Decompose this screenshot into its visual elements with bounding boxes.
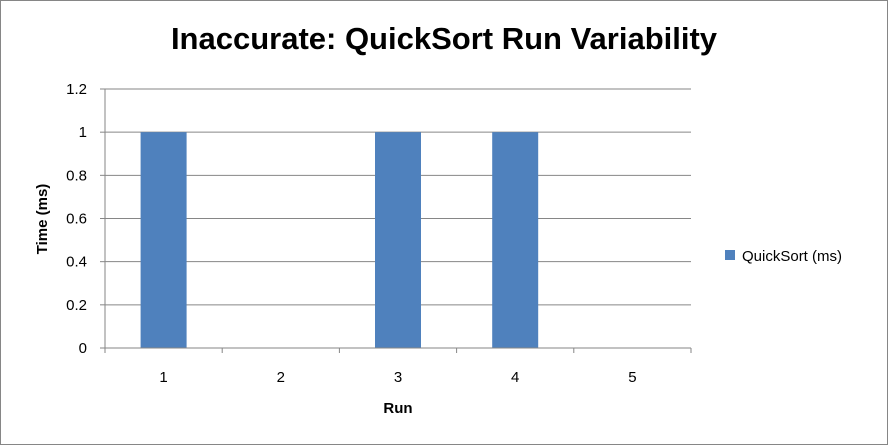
x-axis-label: Run (383, 400, 412, 417)
axes (100, 88, 692, 353)
y-tick-label: 0.8 (66, 167, 87, 184)
y-tick-label: 0.4 (66, 254, 87, 271)
bar-run-1 (140, 132, 187, 348)
bars (140, 132, 539, 348)
x-tick-labels: 1 2 3 4 5 (159, 369, 636, 386)
x-tick-label: 4 (511, 369, 519, 386)
legend-swatch (725, 250, 735, 260)
x-tick-label: 3 (394, 369, 402, 386)
y-tick-label: 0.6 (66, 211, 87, 228)
y-tick-label: 0.2 (66, 297, 87, 314)
bar-run-3 (375, 132, 421, 348)
y-tick-labels: 0 0.2 0.4 0.6 0.8 1 1.2 (66, 81, 87, 357)
chart-title: Inaccurate: QuickSort Run Variability (170, 21, 718, 56)
y-axis-label: Time (ms) (34, 184, 51, 255)
y-tick-label: 0 (79, 340, 87, 357)
legend: QuickSort (ms) (725, 248, 842, 265)
bar-run-4 (492, 132, 539, 348)
x-tick-label: 1 (159, 369, 167, 386)
y-tick-label: 1.2 (66, 81, 87, 98)
y-tick-label: 1 (79, 124, 87, 141)
x-tick-label: 2 (277, 369, 285, 386)
legend-label: QuickSort (ms) (742, 248, 842, 265)
x-tick-label: 5 (628, 369, 636, 386)
